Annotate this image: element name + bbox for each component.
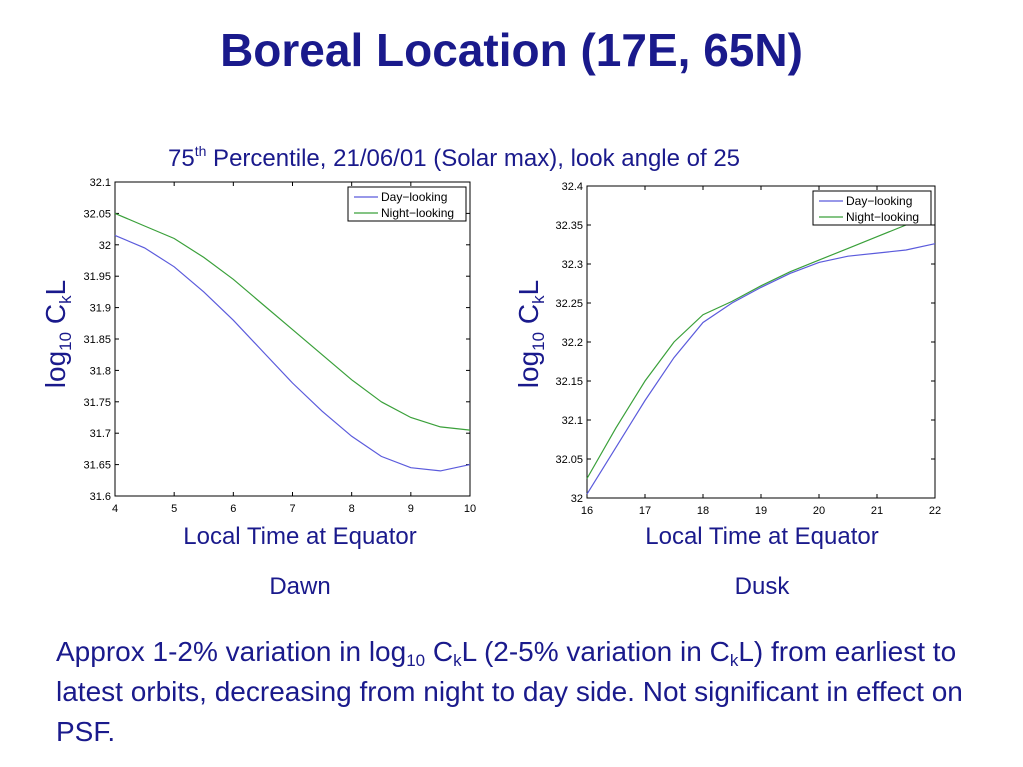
y-tick-label: 32 [571,493,583,505]
x-axis-caption-left: Local Time at Equator [183,523,417,550]
y-tick-label: 32 [99,240,111,252]
y-tick-label: 32.2 [562,337,583,349]
slide-title: Boreal Location (17E, 65N) [220,24,803,76]
series-line-night-left [114,212,471,431]
x-tick-label: 16 [581,505,593,517]
series-line-night-right [586,224,907,479]
x-tick-label: 22 [929,505,941,517]
y-tick-label: 32.3 [562,259,583,271]
legend-label: Night−looking [846,210,919,224]
y-tick-label: 32.15 [555,376,583,388]
legend-box-left [347,186,467,222]
x-tick-label: 6 [230,503,236,515]
dawn-caption: Dawn [269,573,331,600]
y-tick-label: 31.85 [83,334,111,346]
legend-label: Night−looking [381,206,454,220]
x-tick-label: 10 [464,503,476,515]
plot-frame-left [114,181,471,497]
x-tick-label: 9 [408,503,414,515]
y-tick-label: 32.05 [83,208,111,220]
y-tick-label: 31.7 [90,428,111,440]
y-tick-label: 32.1 [562,415,583,427]
summary-note: Approx 1-2% variation in log10 CkL (2-5%… [56,636,963,747]
series-line-day-left [114,234,471,472]
y-tick-label: 31.65 [83,460,111,472]
series-line-day-right [586,243,936,495]
plot-frame-right [586,185,936,499]
legend-box-right [812,190,932,226]
y-tick-label: 31.8 [90,365,111,377]
subtitle-percentile: 75 [168,145,195,172]
legend-label: Day−looking [381,190,447,204]
x-tick-label: 4 [112,503,118,515]
chart-subtitle: 75th Percentile, 21/06/01 (Solar max), l… [168,144,740,174]
subtitle-text: Percentile, 21/06/01 (Solar max), look a… [206,145,741,172]
y-tick-label: 31.6 [90,491,111,503]
y-tick-label: 31.75 [83,397,111,409]
legend-label: Day−looking [846,194,912,208]
y-axis-label-left: log10 CkL [40,279,75,389]
y-axis-label-right: log10 CkL [513,279,548,389]
x-tick-label: 8 [349,503,355,515]
y-tick-label: 31.95 [83,271,111,283]
x-tick-label: 20 [813,505,825,517]
y-tick-label: 32.35 [555,220,583,232]
dusk-caption: Dusk [734,573,790,600]
subtitle-superscript: th [194,143,207,159]
x-tick-label: 17 [639,505,651,517]
x-tick-label: 19 [755,505,767,517]
y-tick-label: 32.4 [562,181,583,193]
x-tick-label: 5 [171,503,177,515]
y-tick-label: 32.25 [555,298,583,310]
y-tick-label: 32.05 [555,454,583,466]
y-tick-label: 31.9 [90,303,111,315]
x-axis-caption-right: Local Time at Equator [645,523,879,550]
y-tick-label: 32.1 [90,177,111,189]
x-tick-label: 18 [697,505,709,517]
x-tick-label: 7 [289,503,295,515]
x-tick-label: 21 [871,505,883,517]
